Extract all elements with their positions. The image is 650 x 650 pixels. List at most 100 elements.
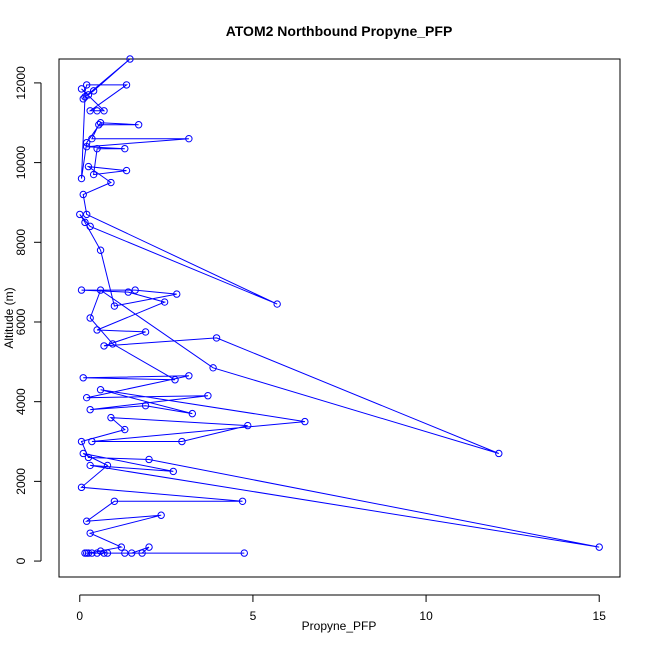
data-point bbox=[212, 334, 221, 342]
data-point bbox=[83, 138, 91, 147]
data-point bbox=[244, 421, 252, 430]
data-point bbox=[204, 392, 212, 400]
data-point bbox=[117, 543, 126, 551]
x-tick-label: 0 bbox=[76, 609, 83, 623]
data-point bbox=[121, 549, 129, 557]
data-point bbox=[495, 449, 503, 458]
data-point bbox=[103, 461, 112, 470]
data-point bbox=[138, 549, 146, 557]
data-point bbox=[131, 286, 139, 294]
data-point bbox=[188, 409, 197, 418]
data-point bbox=[160, 298, 169, 306]
data-point bbox=[95, 121, 103, 129]
series-layer bbox=[76, 55, 603, 557]
x-tick-label: 5 bbox=[250, 609, 257, 623]
data-point bbox=[103, 549, 112, 557]
data-point bbox=[96, 246, 105, 254]
data-point bbox=[81, 218, 89, 227]
data-point bbox=[93, 107, 101, 115]
y-axis: 0 2000 4000 6000 8000 10000 12000 bbox=[14, 66, 42, 564]
data-point bbox=[83, 549, 91, 557]
data-point bbox=[110, 497, 119, 505]
data-point bbox=[86, 461, 94, 470]
data-point bbox=[96, 119, 105, 127]
data-point bbox=[86, 222, 94, 231]
data-point bbox=[84, 162, 93, 171]
data-point bbox=[595, 543, 603, 551]
data-point bbox=[107, 413, 115, 422]
data-point bbox=[79, 374, 87, 382]
data-point bbox=[301, 417, 309, 426]
data-point bbox=[273, 300, 281, 308]
data-point bbox=[88, 549, 96, 557]
data-point bbox=[110, 302, 119, 310]
data-point bbox=[238, 497, 247, 505]
data-point bbox=[209, 364, 217, 372]
data-point bbox=[77, 286, 86, 294]
chart-title: ATOM2 Northbound Propyne_PFP bbox=[226, 23, 453, 39]
data-point bbox=[121, 425, 129, 434]
data-point bbox=[157, 511, 165, 519]
data-point bbox=[93, 326, 101, 334]
data-point bbox=[173, 290, 181, 298]
data-point bbox=[96, 286, 105, 294]
data-point bbox=[126, 55, 134, 63]
data-point bbox=[86, 529, 94, 537]
data-point bbox=[86, 314, 94, 322]
x-axis: 0 5 10 15 bbox=[76, 594, 607, 623]
data-point bbox=[79, 95, 87, 103]
data-point bbox=[83, 81, 91, 89]
data-point bbox=[171, 376, 179, 384]
data-point bbox=[100, 342, 108, 350]
data-point bbox=[86, 405, 94, 414]
data-point bbox=[121, 144, 129, 153]
series-line bbox=[79, 58, 600, 554]
y-tick-label: 2000 bbox=[14, 468, 28, 495]
data-point bbox=[79, 449, 87, 458]
data-point bbox=[88, 134, 96, 143]
data-point bbox=[178, 437, 186, 446]
data-point bbox=[93, 144, 101, 153]
data-point bbox=[76, 210, 84, 219]
data-point bbox=[124, 288, 132, 296]
x-tick-label: 10 bbox=[419, 609, 433, 623]
data-point bbox=[89, 170, 98, 179]
data-point bbox=[96, 386, 105, 394]
data-point bbox=[77, 483, 86, 492]
data-point bbox=[141, 328, 150, 336]
data-point bbox=[83, 517, 91, 525]
plot-frame bbox=[58, 58, 621, 578]
y-tick-label: 4000 bbox=[14, 388, 28, 415]
data-point bbox=[240, 549, 248, 557]
data-point bbox=[79, 190, 87, 199]
y-tick-label: 0 bbox=[14, 557, 28, 564]
data-point bbox=[77, 174, 86, 183]
x-axis-label: Propyne_PFP bbox=[302, 619, 377, 633]
data-point bbox=[83, 393, 91, 402]
y-axis-label: Altitude (m) bbox=[2, 287, 16, 348]
data-point bbox=[145, 455, 153, 464]
data-point bbox=[122, 81, 131, 89]
y-tick-label: 8000 bbox=[14, 229, 28, 256]
data-point bbox=[84, 453, 93, 462]
data-point bbox=[96, 547, 105, 555]
data-point bbox=[81, 93, 89, 101]
data-point bbox=[77, 437, 86, 446]
data-point bbox=[100, 107, 108, 115]
y-tick-label: 6000 bbox=[14, 308, 28, 335]
data-point bbox=[89, 87, 98, 95]
data-point bbox=[122, 166, 131, 175]
x-tick-label: 15 bbox=[593, 609, 607, 623]
data-point bbox=[88, 437, 96, 446]
data-point bbox=[107, 178, 115, 187]
data-point bbox=[86, 107, 94, 115]
data-point bbox=[145, 543, 153, 551]
data-point bbox=[141, 401, 150, 410]
data-point bbox=[108, 340, 117, 348]
data-point bbox=[169, 467, 177, 476]
data-point bbox=[83, 210, 91, 219]
data-point bbox=[185, 134, 193, 143]
data-point bbox=[83, 142, 91, 151]
data-point bbox=[185, 372, 193, 380]
